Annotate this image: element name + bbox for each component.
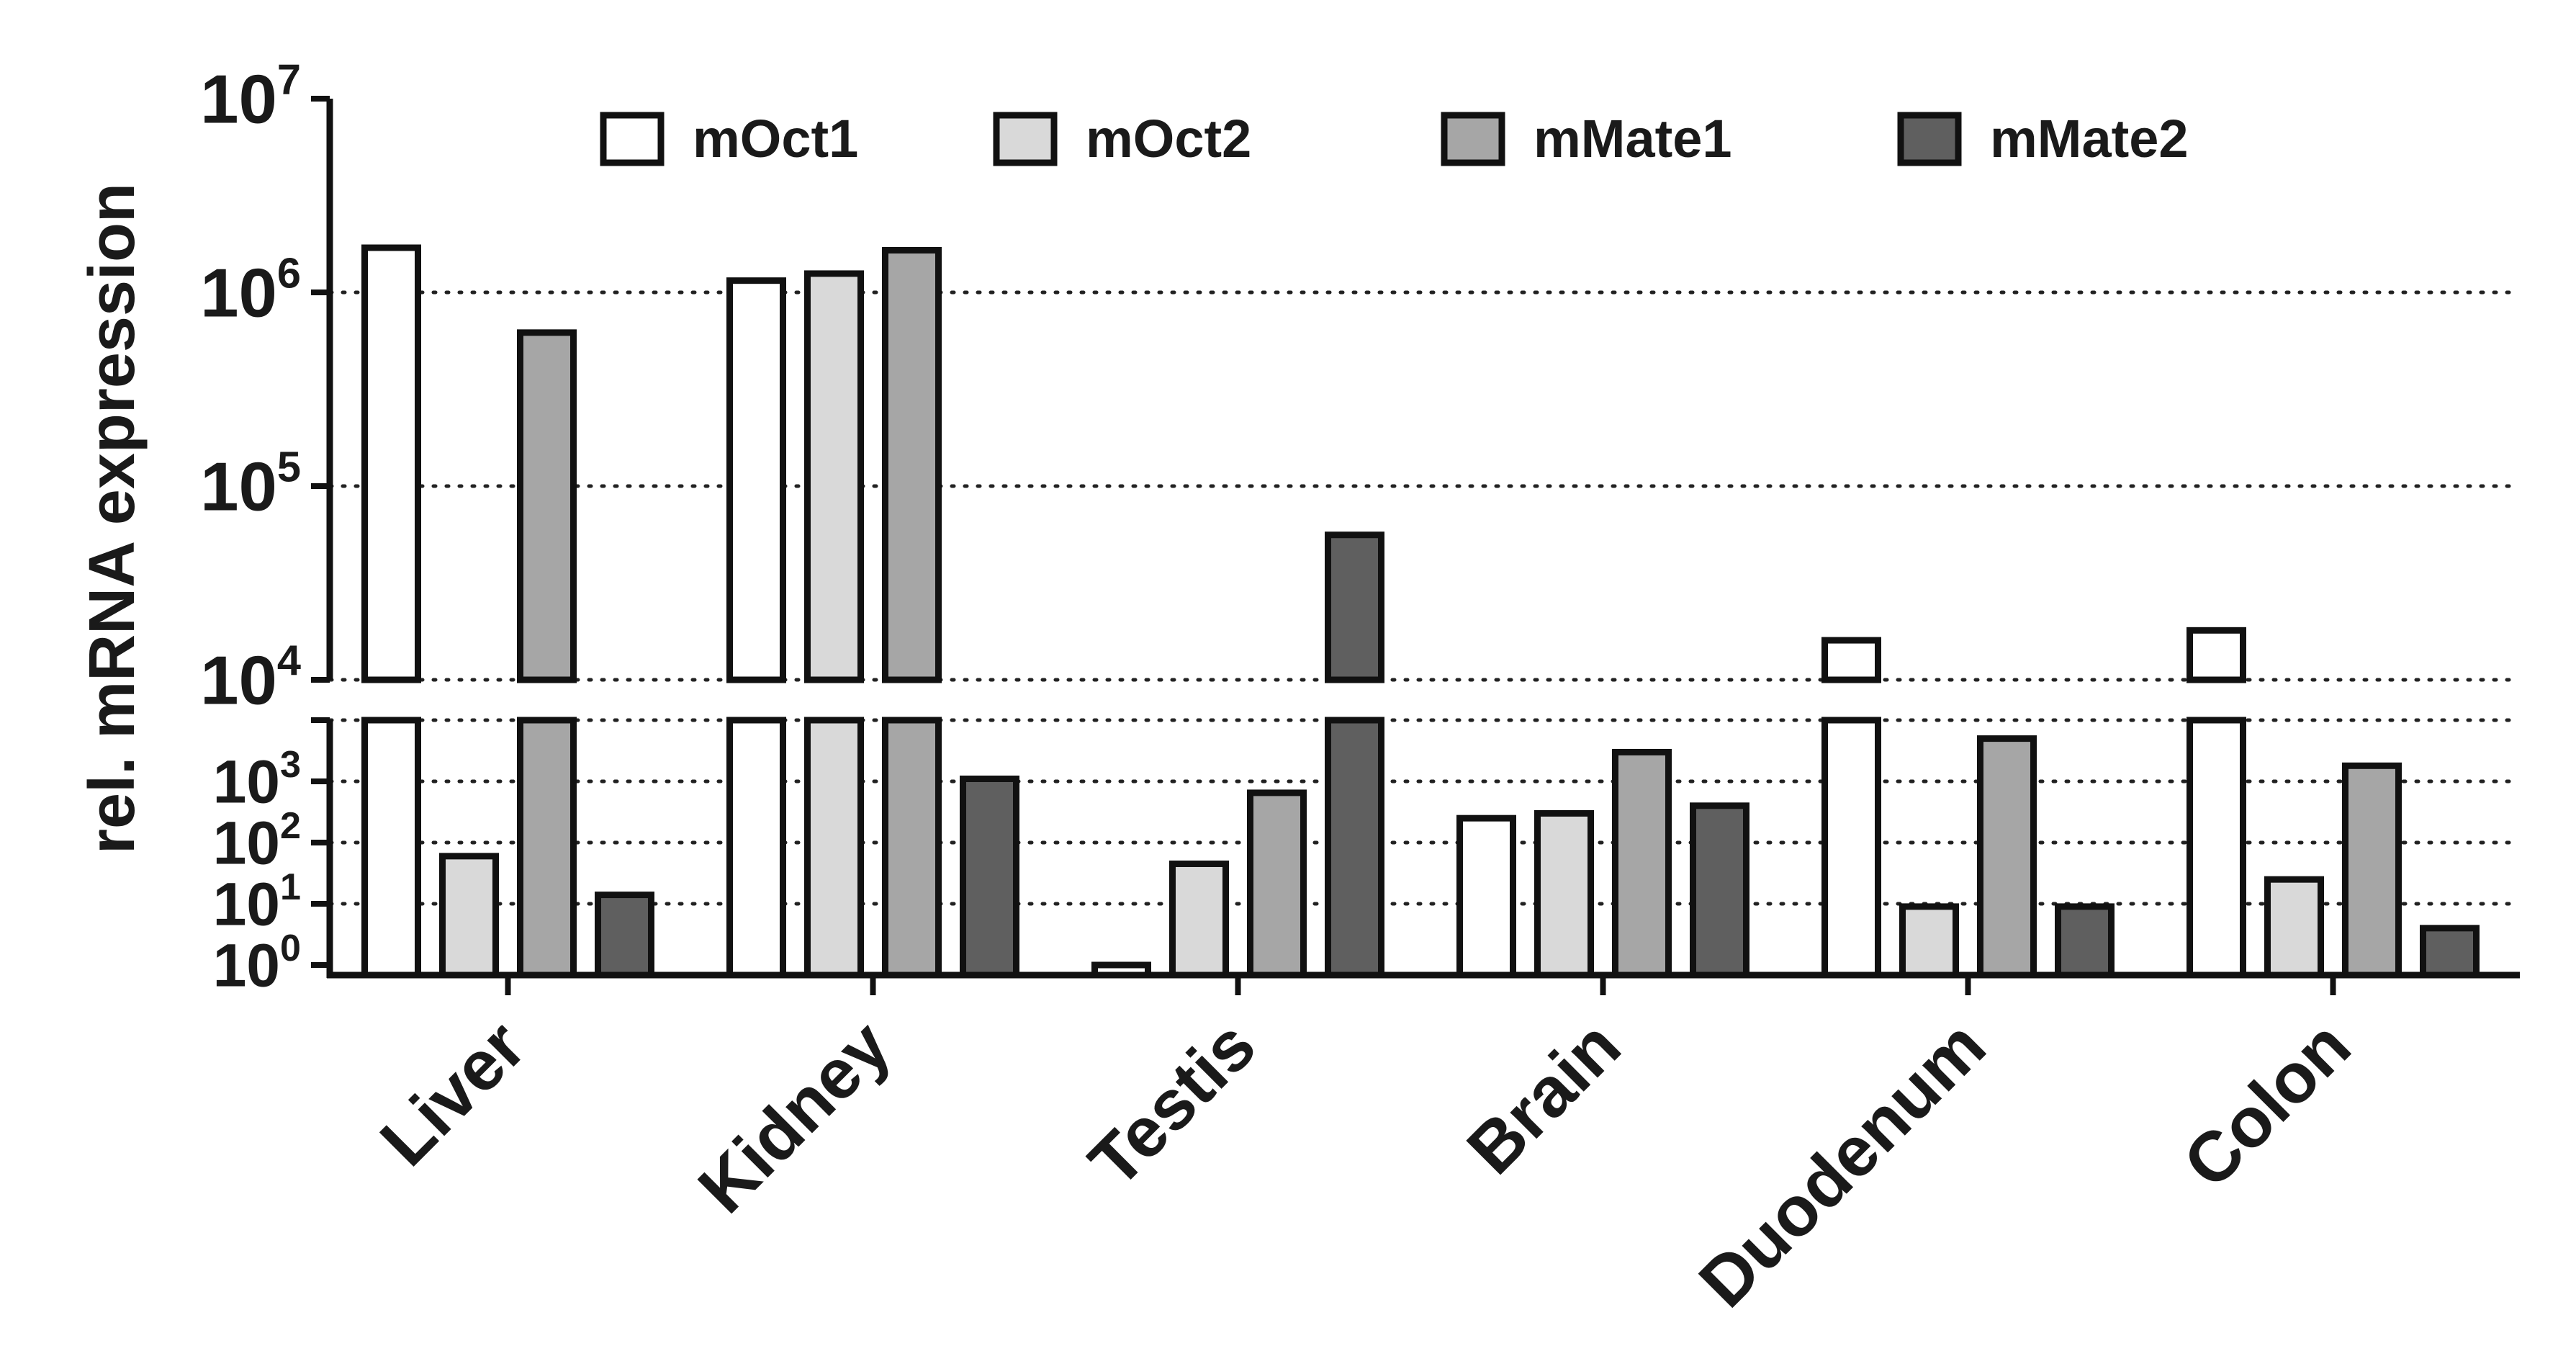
y-axis-title: rel. mRNA expression <box>76 183 148 854</box>
legend-label: mOct1 <box>693 109 858 169</box>
bar-liver-moct2 <box>439 853 499 979</box>
x-tick-labels: Liver Kidney Testis Brain Duodenum Colon <box>365 1005 2365 1322</box>
x-tick-label-testis: Testis <box>1073 1005 1270 1202</box>
x-tick-label-liver: Liver <box>365 1005 540 1180</box>
bar-duodenum-moct1 <box>1821 637 1881 979</box>
bar-liver-moct1 <box>361 244 421 979</box>
legend-swatch <box>1441 112 1505 166</box>
bar-kidney-mmate1 <box>882 246 942 979</box>
bar-colon-moct2 <box>2264 876 2324 979</box>
y-tick-label-1000000: 106 <box>200 248 301 331</box>
y-tick-label-100: 102 <box>213 805 301 876</box>
y-tick-label-100000: 105 <box>200 442 301 525</box>
legend-item-moct1: mOct1 <box>600 109 858 169</box>
bar-duodenum-mmate2 <box>2055 903 2115 979</box>
legend: mOct1 mOct2 mMate1 mMate2 <box>600 109 2189 169</box>
y-tick-label-10: 101 <box>213 866 301 938</box>
y-tick-label-1: 100 <box>213 928 301 999</box>
legend-item-moct2: mOct2 <box>993 109 1251 169</box>
bar-colon-moct1 <box>2187 627 2246 979</box>
x-tick-label-colon: Colon <box>2168 1005 2365 1203</box>
legend-label: mMate2 <box>1990 109 2189 169</box>
y-tick-label-10000000: 107 <box>200 55 301 138</box>
legend-label: mOct2 <box>1086 109 1251 169</box>
bars <box>361 244 2480 979</box>
x-tick-label-kidney: Kidney <box>683 1005 906 1228</box>
bar-kidney-moct2 <box>804 270 864 979</box>
bar-liver-mmate1 <box>517 329 577 979</box>
legend-label: mMate1 <box>1534 109 1732 169</box>
legend-swatch <box>1897 112 1962 166</box>
bar-brain-mmate1 <box>1612 748 1672 979</box>
bar-kidney-moct1 <box>726 277 786 979</box>
bar-testis-moct2 <box>1169 860 1229 979</box>
axes <box>308 96 2520 995</box>
bar-testis-mmate1 <box>1247 789 1307 979</box>
legend-swatch <box>993 112 1058 166</box>
legend-swatch <box>600 112 665 166</box>
x-tick-label-brain: Brain <box>1451 1005 1635 1189</box>
bar-liver-mmate2 <box>595 892 654 979</box>
legend-item-mmate2: mMate2 <box>1897 109 2189 169</box>
bar-colon-mmate1 <box>2342 762 2402 979</box>
bar-brain-moct2 <box>1534 809 1594 979</box>
gridlines <box>328 290 2522 906</box>
axis-break-gap <box>308 683 351 717</box>
bar-duodenum-mmate1 <box>1977 735 2037 979</box>
bar-brain-moct1 <box>1456 814 1516 979</box>
bar-duodenum-moct2 <box>1899 903 1959 979</box>
y-tick-label-1000: 103 <box>213 744 301 815</box>
x-tick-label-duodenum: Duodenum <box>1684 1005 2001 1322</box>
y-tick-label-10000: 104 <box>200 636 301 719</box>
bar-brain-mmate2 <box>1690 802 1749 979</box>
bar-testis-mmate2 <box>1325 531 1384 979</box>
bar-colon-mmate2 <box>2420 925 2480 979</box>
bar-kidney-mmate2 <box>960 775 1019 979</box>
legend-item-mmate1: mMate1 <box>1441 109 1732 169</box>
